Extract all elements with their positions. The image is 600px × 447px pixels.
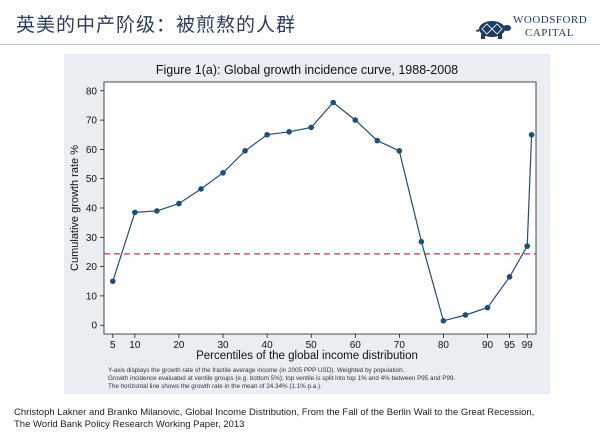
chart-note-3: The horizontal line shows the growth rat…: [108, 383, 322, 390]
data-point: [286, 129, 292, 135]
y-tick-label: 10: [86, 291, 98, 302]
y-tick-label: 50: [86, 174, 98, 185]
logo-text-line1: WOODSFORD: [513, 14, 588, 26]
source-citation: Christoph Lakner and Branko Milanovic, G…: [14, 407, 534, 431]
x-tick-label: 90: [482, 340, 494, 351]
x-tick-label: 5: [110, 340, 116, 351]
y-tick-label: 20: [86, 262, 98, 273]
y-axis-ticks: 0 10 20 30 40 50 60 70 80: [86, 86, 104, 332]
y-tick-label: 40: [86, 204, 98, 215]
growth-curve-markers: [110, 99, 535, 324]
title-divider: [0, 44, 600, 45]
citation-line-2: The World Bank Policy Research Working P…: [14, 419, 245, 430]
data-point: [524, 243, 530, 249]
x-tick-label: 80: [438, 340, 450, 351]
x-axis-label: Percentiles of the global income distrib…: [196, 350, 418, 362]
x-tick-label: 99: [522, 340, 534, 351]
data-point: [132, 209, 138, 216]
y-tick-label: 60: [86, 145, 98, 156]
data-point: [110, 278, 116, 285]
x-tick-label: 40: [262, 340, 274, 351]
data-point: [176, 200, 182, 207]
x-tick-label: 20: [173, 340, 185, 351]
chart-note-1: Y-axis displays the growth rate of the f…: [108, 367, 405, 374]
x-tick-label: 30: [217, 340, 229, 351]
data-point: [242, 148, 248, 154]
plot-area: [103, 81, 537, 335]
data-point: [462, 312, 469, 318]
logo-text-line2: CAPITAL: [525, 27, 575, 39]
slide-title: 英美的中产阶级：被煎熬的人群: [16, 14, 297, 36]
data-point: [374, 137, 381, 144]
company-logo: WOODSFORD CAPITAL: [473, 14, 593, 44]
y-tick-label: 70: [86, 116, 98, 127]
x-tick-label: 50: [306, 340, 318, 351]
data-point: [484, 304, 491, 311]
data-point: [396, 148, 403, 154]
data-point: [352, 117, 359, 123]
data-point: [264, 131, 270, 138]
data-point: [528, 131, 535, 138]
turtle-logo-icon: [475, 21, 511, 39]
y-axis-label: Cumulative growth rate %: [69, 145, 81, 271]
chart-panel: Figure 1(a): Global growth incidence cur…: [64, 54, 550, 394]
data-point: [506, 274, 513, 280]
chart-title: Figure 1(a): Global growth incidence cur…: [156, 63, 458, 77]
citation-line-1: Christoph Lakner and Branko Milanovic, G…: [14, 407, 535, 418]
data-point: [330, 99, 337, 106]
y-tick-label: 80: [86, 86, 98, 97]
data-point: [308, 124, 314, 131]
x-tick-label: 70: [394, 340, 406, 351]
data-point: [220, 170, 226, 176]
y-tick-label: 30: [86, 233, 98, 244]
x-tick-label: 10: [129, 340, 141, 351]
data-point: [154, 208, 160, 214]
data-point: [198, 186, 204, 192]
x-axis-ticks: 5 10 20 30 40 50 60 70 80 90 95 99: [110, 334, 533, 351]
chart-note-2: Growth incidence evaluated at ventile gr…: [108, 375, 455, 382]
x-tick-label: 60: [350, 340, 362, 351]
data-point: [440, 318, 447, 324]
data-point: [418, 238, 425, 245]
y-tick-label: 0: [91, 321, 97, 332]
x-tick-label: 95: [504, 340, 516, 351]
growth-incidence-chart: Figure 1(a): Global growth incidence cur…: [69, 63, 537, 390]
